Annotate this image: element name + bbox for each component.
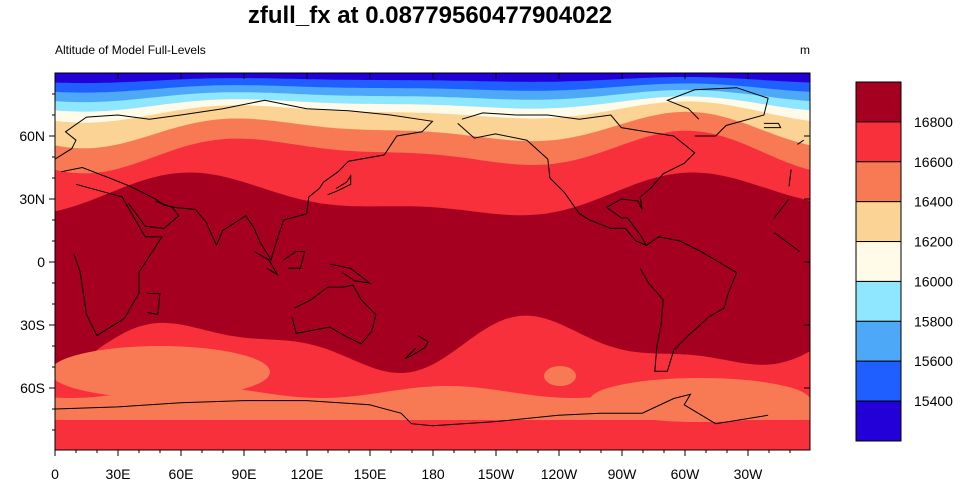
- y-tick-label: 0: [37, 254, 45, 270]
- y-tick-label: 60N: [19, 128, 45, 144]
- coastline: [253, 251, 279, 277]
- coastline: [127, 200, 180, 229]
- coastline: [797, 139, 804, 145]
- band-16400-16600-blob: [544, 366, 576, 386]
- colorbar-label: 15800: [914, 313, 953, 329]
- x-axis-ticks: 0 30E 60E 90E 120E 150E 180 150W 120W 90W 60W 30W: [51, 73, 791, 482]
- colorbar-label: 16400: [914, 194, 953, 210]
- colorbar-label: 15400: [914, 393, 953, 409]
- coastline: [763, 122, 782, 129]
- coastline: [773, 198, 790, 219]
- coastline: [774, 232, 800, 252]
- colorbar: 16800 16600 16400 16200 16000 15800 15600 15400: [855, 81, 953, 442]
- colorbar-box: [855, 280, 902, 322]
- units-label: m: [800, 43, 810, 57]
- band-16400-16600-lobe-indian: [55, 346, 270, 398]
- x-tick-label: 120W: [541, 466, 578, 482]
- x-tick-label: 90E: [232, 466, 257, 482]
- colorbar-box: [855, 241, 902, 282]
- coastlines: [55, 87, 804, 427]
- x-tick-label: 150W: [478, 466, 515, 482]
- y-tick-label: 30S: [20, 317, 45, 333]
- colorbar-label: 16200: [914, 234, 953, 250]
- left-subtitle: Altitude of Model Full-Levels: [55, 43, 206, 57]
- coastline: [639, 236, 738, 372]
- band-16400-16600-lobe-atlantic: [590, 378, 810, 422]
- coastline: [291, 284, 377, 345]
- colorbar-label: 16600: [914, 154, 953, 170]
- coastline: [283, 251, 306, 269]
- coastline: [329, 263, 372, 284]
- x-tick-label: 120E: [291, 466, 324, 482]
- colorbar-box: [855, 121, 902, 163]
- colorbar-box: [855, 81, 902, 123]
- coastline: [73, 183, 163, 337]
- colorbar-box: [855, 360, 902, 402]
- colorbar-label: 16000: [914, 273, 953, 289]
- x-tick-label: 150E: [354, 466, 387, 482]
- coastline: [55, 400, 433, 427]
- colorbar-box: [855, 400, 902, 442]
- coastline: [457, 112, 696, 247]
- x-tick-label: 30W: [734, 466, 764, 482]
- coastline: [404, 335, 430, 360]
- contour-fill-bands: [55, 73, 810, 450]
- colorbar-label: 16800: [914, 114, 953, 130]
- x-tick-label: 90W: [608, 466, 638, 482]
- coastline: [147, 293, 161, 316]
- y-tick-label: 30N: [19, 191, 45, 207]
- colorbar-label: 15600: [914, 353, 953, 369]
- x-tick-label: 0: [51, 466, 59, 482]
- band-above-16800: [55, 172, 810, 374]
- x-tick-label: 60E: [169, 466, 194, 482]
- x-tick-label: 60W: [671, 466, 701, 482]
- coastline: [55, 99, 434, 262]
- coastline: [327, 174, 352, 196]
- y-axis-ticks: 60N 30N 0 30S 60S: [19, 93, 810, 431]
- band-16600-16800-polar: [55, 420, 810, 450]
- colorbar-box: [855, 161, 902, 203]
- coastline: [788, 169, 792, 187]
- colorbar-box: [855, 201, 902, 243]
- colorbar-box: [855, 320, 902, 362]
- x-tick-label: 180: [421, 466, 445, 482]
- coastline: [666, 87, 769, 137]
- x-tick-label: 30E: [106, 466, 131, 482]
- y-tick-label: 60S: [20, 380, 45, 396]
- chart-title: zfull_fx at 0.08779560477904022: [247, 2, 613, 29]
- coastline: [432, 393, 769, 427]
